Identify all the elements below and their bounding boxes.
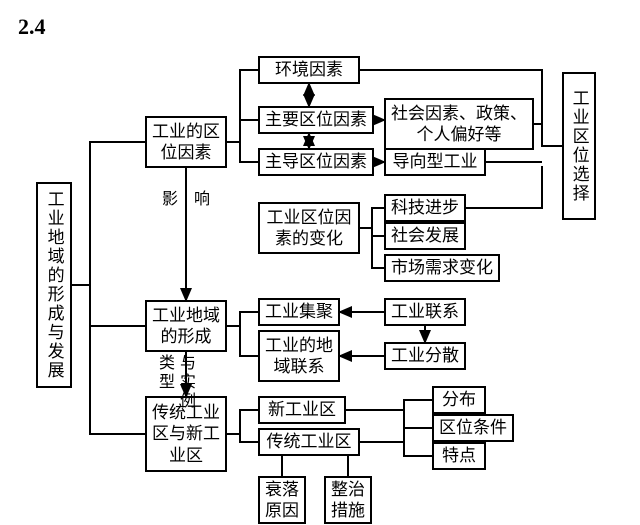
node-root: 工业地域的形成与发展: [36, 182, 72, 388]
node-tech: 科技进步: [384, 194, 466, 222]
edge-7: [240, 142, 258, 162]
edge-26: [404, 442, 432, 456]
node-socdev: 社会发展: [384, 222, 466, 250]
node-spatial: 工业的地域联系: [258, 330, 340, 382]
node-feature: 特点: [432, 442, 486, 470]
edge-21: [240, 434, 258, 442]
edge-25: [404, 410, 432, 428]
node-select: 工业区位选择: [562, 72, 596, 220]
edge-0: [72, 142, 145, 285]
node-decline: 衰落原因: [258, 476, 306, 524]
edge-15: [227, 312, 258, 326]
node-main_factor: 主要区位因素: [258, 106, 374, 134]
node-social: 社会因素、政策、个人偏好等: [384, 98, 534, 150]
edge-16: [240, 326, 258, 356]
node-change: 工业区位因素的变化: [258, 202, 360, 254]
node-fix: 整治措施: [324, 476, 372, 524]
label-influence: 影 响: [154, 190, 218, 209]
edge-14: [372, 236, 384, 268]
edge-5: [227, 70, 258, 142]
label-type: 类型: [157, 354, 177, 392]
edge-1: [90, 285, 145, 326]
node-tradzone: 传统工业区: [258, 428, 360, 456]
node-orient: 导向型工业: [384, 148, 486, 176]
diagram-canvas: 2.4 工业地域的形成与发展工业的区位因素工业地域的形成传统工业区与新工业区环境…: [0, 0, 640, 525]
edge-20: [227, 410, 258, 434]
edge-24: [404, 400, 432, 410]
node-lead_factor: 主导区位因素: [258, 148, 374, 176]
node-agglo: 工业集聚: [258, 298, 340, 326]
label-example: 与实例: [178, 354, 198, 412]
node-dist: 分布: [432, 386, 486, 414]
section-title: 2.4: [18, 14, 46, 40]
node-loccond: 区位条件: [432, 414, 514, 442]
edge-2: [90, 326, 145, 434]
node-env: 环境因素: [258, 56, 360, 84]
edge-13: [372, 228, 384, 236]
node-lvl2_b: 工业地域的形成: [145, 300, 227, 352]
node-market: 市场需求变化: [384, 254, 500, 282]
node-newzone: 新工业区: [258, 396, 346, 424]
node-lvl2_a: 工业的区位因素: [145, 116, 227, 168]
edge-12: [360, 208, 384, 228]
node-linkage: 工业联系: [384, 298, 466, 326]
node-disperse: 工业分散: [384, 342, 466, 370]
